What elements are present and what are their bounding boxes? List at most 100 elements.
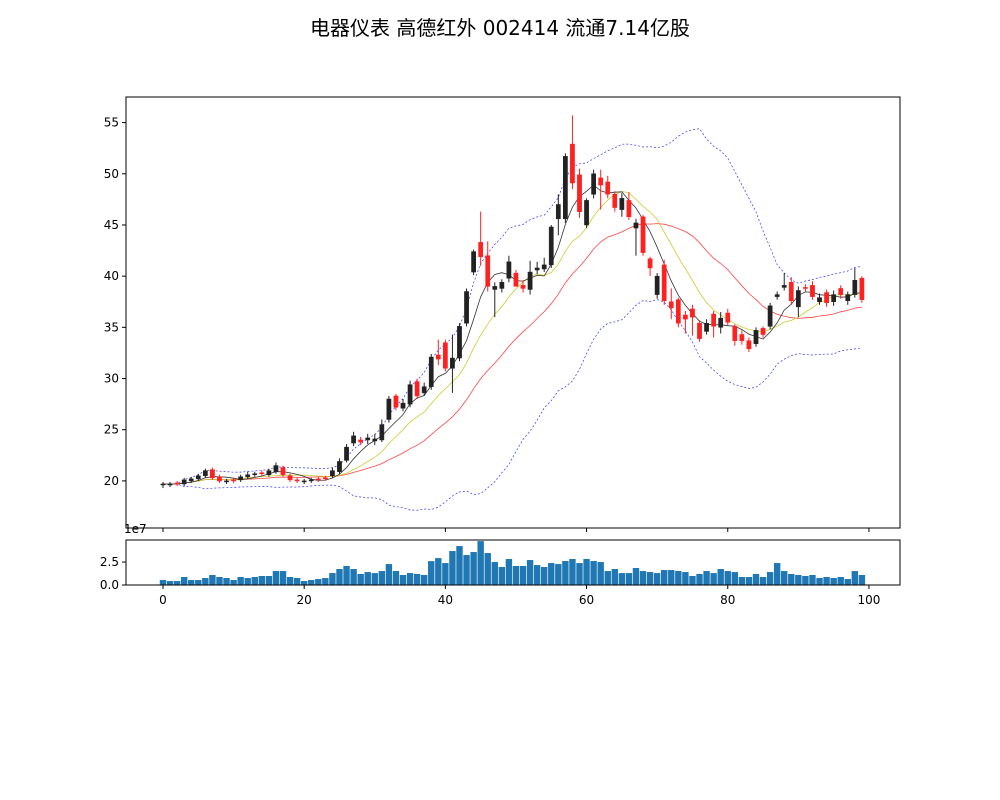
candle-body (485, 255, 491, 287)
candle (718, 311, 724, 334)
candle-body (217, 476, 222, 482)
candle (210, 467, 215, 480)
candle (746, 337, 752, 352)
candle-body (612, 194, 618, 208)
volume-bar (541, 567, 548, 585)
candle (803, 284, 808, 292)
candle-body (570, 143, 575, 184)
candle-body (273, 465, 279, 472)
volume-bar (329, 573, 336, 585)
candle-body (788, 282, 794, 301)
candle-body (725, 312, 731, 323)
candle-body (280, 467, 286, 476)
candle (753, 327, 759, 347)
candle-body (534, 267, 540, 271)
volume-bar (717, 569, 724, 585)
volume-bar (562, 561, 569, 585)
candle-body (520, 285, 526, 289)
candle (760, 326, 766, 338)
candle (697, 320, 702, 342)
volume-bar (216, 577, 223, 585)
volume-bar (195, 580, 202, 585)
volume-ytick-label: 0.0 (100, 578, 119, 592)
candle (273, 462, 279, 474)
volume-bar (378, 571, 386, 585)
candle (563, 153, 568, 223)
volume-bar (851, 571, 859, 585)
candle (781, 273, 787, 291)
candle-body (767, 305, 773, 327)
candle-body (661, 264, 667, 301)
candle (845, 291, 851, 305)
candle-body (774, 294, 780, 297)
xtick-label: 40 (438, 593, 453, 607)
candle (379, 419, 385, 443)
volume-bar (180, 577, 188, 585)
candle (499, 279, 505, 293)
candle-body (195, 475, 201, 480)
volume-bar (653, 573, 661, 585)
candle-body (739, 334, 745, 341)
candle-body (683, 314, 688, 320)
candle-body (330, 470, 335, 477)
volume-bar (745, 577, 753, 585)
candle (195, 473, 201, 481)
candle-body (224, 480, 229, 483)
candle (188, 476, 194, 483)
candle-body (372, 438, 378, 442)
candle-body (287, 475, 293, 481)
candle-body (704, 322, 709, 332)
candle (428, 353, 434, 390)
price-ytick-label: 40 (104, 269, 119, 283)
candle (344, 444, 349, 463)
xtick-label: 0 (159, 593, 167, 607)
candle (506, 255, 512, 283)
candle-body (781, 285, 787, 288)
candle (202, 468, 208, 478)
candle-body (647, 258, 653, 269)
candle (365, 433, 371, 445)
candle (322, 475, 328, 481)
candle (534, 261, 540, 275)
candle (287, 473, 293, 482)
candle (252, 471, 258, 477)
candle (238, 474, 244, 482)
volume-bar (336, 569, 343, 585)
candle-body (541, 264, 547, 270)
candle (471, 249, 476, 276)
candle-body (718, 317, 724, 328)
volume-bar (315, 579, 322, 585)
candle (732, 324, 738, 346)
candle-body (428, 356, 434, 387)
candle (421, 382, 427, 396)
xtick-label: 100 (857, 593, 880, 607)
candle (330, 467, 335, 478)
volume-bar (555, 564, 562, 585)
candle-body (548, 226, 554, 266)
candle (548, 224, 554, 268)
candle (224, 478, 229, 484)
volume-bar (632, 568, 640, 585)
xtick-label: 20 (297, 593, 312, 607)
candle-body (732, 326, 738, 341)
volume-bar (159, 580, 167, 585)
volume-bar (766, 572, 774, 585)
candle-body (654, 275, 660, 295)
candle-body (506, 261, 512, 279)
candle-body (231, 479, 236, 482)
volume-bar (470, 552, 477, 585)
candle-body (499, 282, 505, 289)
candle-body (167, 483, 173, 486)
volume-bar (795, 574, 802, 585)
price-ytick-label: 55 (104, 116, 119, 130)
candle-body (464, 291, 469, 324)
volume-bar (519, 565, 527, 585)
candle-body (435, 354, 441, 360)
volume-bar (477, 541, 484, 585)
candle (520, 280, 526, 293)
candle-body (365, 437, 371, 441)
candle-body (450, 357, 455, 369)
candle (492, 282, 498, 318)
candle (407, 380, 413, 408)
